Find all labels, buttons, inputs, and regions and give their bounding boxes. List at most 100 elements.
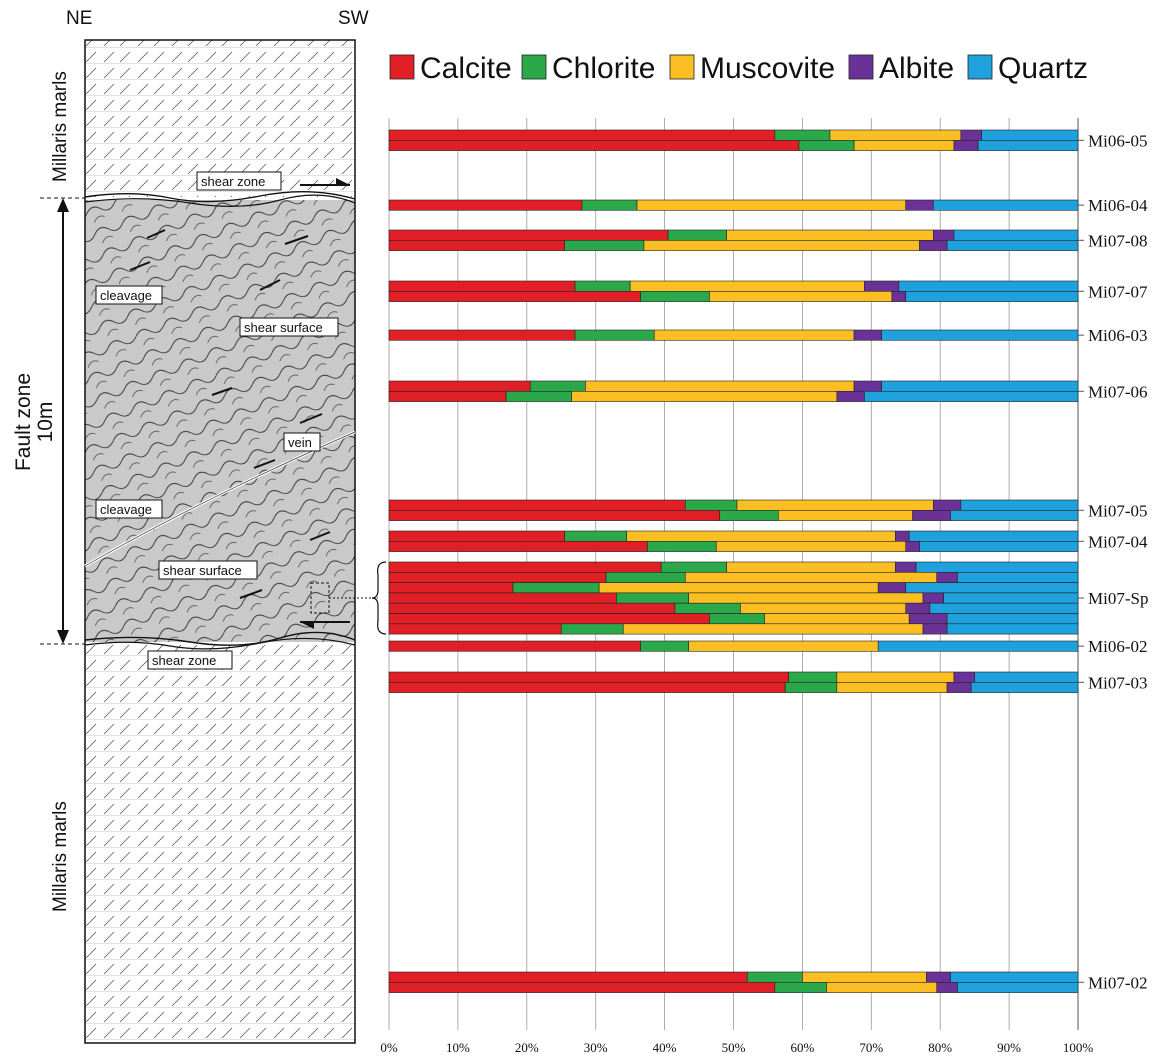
chart-legend: Calcite Chlorite Muscovite Albite Quartz [389, 52, 1088, 85]
bar-mi06-04-1-calcite [388, 199, 583, 211]
bar-mi06-02-1-quartz [877, 640, 1079, 652]
x-tick-label: 0% [380, 1040, 398, 1055]
bar-mi07-sp-1-muscovite [726, 561, 896, 573]
bar-mi07-08-1-chlorite [667, 229, 727, 241]
bar-mi07-03-1-calcite [388, 671, 789, 683]
bar-mi06-04-1-chlorite [581, 199, 638, 211]
bar-mi06-02-1-chlorite [640, 640, 690, 652]
top-shear-sense-arrow [300, 178, 350, 186]
x-tick-label: 50% [722, 1040, 746, 1055]
bar-mi07-sp-6-chlorite [709, 613, 765, 625]
svg-text:cleavage: cleavage [100, 502, 152, 517]
bar-mi06-02-1-calcite [388, 640, 641, 652]
svg-text:vein: vein [288, 435, 312, 450]
bar-mi06-05-2-quartz [977, 140, 1079, 151]
upper-marl-unit [85, 40, 355, 197]
legend-swatch-quartz [967, 54, 993, 80]
sample-label-mi07-03: Mi07-03 [1088, 673, 1148, 692]
x-tick-label: 80% [928, 1040, 952, 1055]
bar-mi07-sp-5-muscovite [740, 602, 907, 614]
bar-mi07-sp-2-chlorite [605, 571, 686, 583]
bar-mi06-05-2-muscovite [853, 140, 955, 151]
bar-mi07-sp-3-muscovite [598, 582, 879, 594]
bar-mi07-08-1-muscovite [726, 229, 934, 241]
bar-mi07-05-2-chlorite [719, 509, 779, 521]
bar-mi06-03-1-muscovite [653, 329, 855, 341]
bar-mi07-04-2-muscovite [715, 540, 907, 552]
bar-mi07-sp-2-albite [936, 571, 958, 583]
x-tick-label: 20% [515, 1040, 539, 1055]
bar-mi07-07-1-muscovite [629, 280, 865, 292]
bar-mi07-03-2-muscovite [836, 681, 948, 693]
bar-mi06-05-2-calcite [388, 140, 800, 151]
bar-mi07-06-1-calcite [388, 380, 531, 392]
sw-label: SW [338, 8, 369, 29]
bar-mi07-04-2-calcite [388, 540, 648, 552]
upper-shear-zone-line [84, 190, 356, 203]
bar-mi07-05-1-muscovite [736, 499, 934, 511]
lower-unit-label: Millaris marls [50, 801, 71, 912]
bar-mi07-06-1-quartz [881, 380, 1079, 392]
bar-mi06-05-1-calcite [388, 129, 776, 141]
callout-cleavage-1: cleavage [95, 285, 163, 305]
bar-mi07-sp-7-chlorite [560, 623, 624, 635]
bar-mi07-06-2-quartz [864, 390, 1079, 402]
bar-mi07-sp-7-calcite [388, 623, 562, 635]
lower-shear-zone-line-2 [84, 637, 356, 650]
bar-mi07-02-1-chlorite [746, 971, 803, 983]
legend-label-albite: Albite [879, 52, 954, 85]
bar-mi07-04-2-albite [905, 540, 920, 552]
bar-mi06-04-1-albite [905, 199, 934, 211]
bar-mi07-03-1-muscovite [836, 671, 955, 683]
bar-mi07-sp-1-calcite [388, 561, 662, 573]
bar-mi06-05-1-chlorite [774, 129, 831, 141]
bar-mi07-08-1-albite [933, 229, 955, 241]
bar-mi07-sp-6-muscovite [764, 613, 910, 625]
bar-mi07-08-2-muscovite [643, 240, 920, 251]
bar-mi07-03-2-albite [946, 681, 972, 693]
bar-mi06-05-1-muscovite [829, 129, 962, 141]
bar-mi07-sp-5-albite [905, 602, 931, 614]
lower-shear-zone-line [84, 631, 356, 646]
bar-mi07-sp-7-quartz [946, 623, 1079, 635]
x-tick-label: 10% [446, 1040, 470, 1055]
bar-mi07-06-2-muscovite [571, 390, 838, 402]
bar-mi07-05-2-muscovite [777, 509, 913, 521]
bar-mi07-sp-4-calcite [388, 592, 617, 604]
fault-zone-label: Fault zone [12, 373, 35, 471]
bar-mi07-sp-2-quartz [957, 571, 1079, 583]
svg-text:shear surface: shear surface [244, 320, 323, 335]
bar-mi06-05-2-chlorite [798, 140, 855, 151]
bar-mi07-05-1-calcite [388, 499, 686, 511]
bar-mi07-08-1-quartz [953, 229, 1079, 241]
sample-label-mi06-02: Mi06-02 [1088, 637, 1148, 656]
bar-mi07-03-1-quartz [974, 671, 1079, 683]
legend-label-chlorite: Chlorite [552, 52, 655, 85]
bar-mi07-07-1-albite [864, 280, 900, 292]
bar-mi07-07-2-quartz [905, 290, 1079, 302]
bar-mi07-sp-4-chlorite [616, 592, 690, 604]
thickness-arrowhead-down [57, 630, 69, 644]
bar-mi07-03-1-chlorite [788, 671, 838, 683]
sample-label-mi07-06: Mi07-06 [1088, 382, 1148, 401]
bar-mi07-07-2-calcite [388, 290, 641, 302]
bar-mi07-04-1-muscovite [626, 530, 896, 542]
bar-mi07-sp-4-quartz [943, 592, 1079, 604]
bar-mi07-sp-3-calcite [388, 582, 514, 594]
bar-mi07-02-2-albite [936, 981, 958, 993]
sample-label-mi06-04: Mi06-04 [1088, 196, 1148, 215]
bar-mi07-06-1-albite [853, 380, 882, 392]
bar-mi07-sp-2-calcite [388, 571, 607, 583]
bar-mi07-05-1-quartz [960, 499, 1079, 511]
sample-label-mi07-05: Mi07-05 [1088, 501, 1148, 520]
bar-mi07-02-1-calcite [388, 971, 748, 983]
bar-mi06-05-1-albite [960, 129, 982, 141]
bar-mi07-sp-5-calcite [388, 602, 676, 614]
bar-mi07-sp-6-albite [908, 613, 948, 625]
bar-mi07-02-2-muscovite [826, 981, 938, 993]
thickness-label: 10m [34, 402, 57, 443]
bar-mi07-06-2-calcite [388, 390, 507, 402]
bar-mi06-04-1-quartz [933, 199, 1079, 211]
bar-mi07-08-2-albite [919, 240, 948, 251]
bar-mi06-03-1-quartz [881, 329, 1079, 341]
